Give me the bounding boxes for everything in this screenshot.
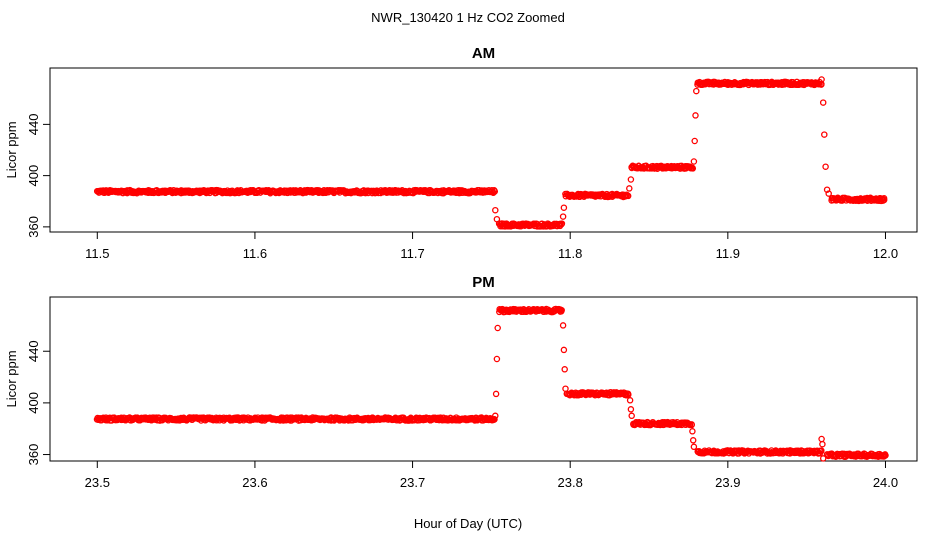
data-point	[819, 455, 827, 462]
data-point	[491, 416, 498, 423]
data-point	[821, 131, 828, 138]
y-axis-label: Licor ppm	[4, 121, 19, 178]
data-point	[539, 222, 547, 230]
x-tick-label: 12.0	[873, 246, 898, 261]
data-point	[561, 366, 568, 373]
x-tick-label: 23.6	[242, 475, 267, 490]
data-point	[626, 185, 633, 192]
plot-frame	[49, 67, 918, 233]
data-point	[823, 186, 831, 193]
x-tick-label: 23.7	[400, 475, 425, 490]
x-tick-label: 23.9	[715, 475, 740, 490]
data-point	[690, 443, 698, 451]
data-point	[493, 355, 501, 363]
data-point	[492, 390, 500, 398]
data-point	[491, 188, 499, 195]
y-tick-label: 360	[26, 216, 41, 238]
chart-panels: AM Licor ppm 11.5 11.6 11.7 11.8 11.9 12.0 360 40…	[4, 45, 918, 490]
data-point	[559, 322, 567, 329]
data-point	[628, 412, 635, 420]
x-tick-label: 24.0	[873, 475, 898, 490]
data-point	[819, 440, 826, 448]
data-point	[690, 158, 698, 165]
data-point	[689, 428, 696, 435]
data-point	[692, 112, 699, 119]
data-points	[93, 76, 888, 230]
y-tick-label: 440	[26, 114, 41, 136]
y-tick-label: 400	[26, 165, 41, 187]
y-axis-label: Licor ppm	[4, 350, 19, 407]
data-point	[882, 452, 889, 459]
data-point	[691, 137, 698, 145]
data-point	[825, 190, 832, 197]
panel-pm: PM Licor ppm 23.5 23.6 23.7 23.8 23.9 24.0 360 40…	[4, 274, 918, 490]
data-point	[689, 437, 697, 444]
data-point	[559, 213, 567, 220]
data-point	[880, 195, 888, 202]
y-axis: 360 400 440	[26, 340, 51, 466]
plot-frame	[49, 296, 918, 462]
data-point	[688, 421, 695, 429]
y-axis: 360 400 440	[26, 114, 51, 238]
data-point	[493, 215, 501, 223]
data-points	[93, 305, 889, 462]
x-tick-label: 11.6	[243, 246, 267, 261]
data-point	[558, 308, 565, 315]
data-point	[560, 204, 568, 211]
data-point	[562, 385, 569, 392]
figure-title: NWR_130420 1 Hz CO2 Zoomed	[371, 10, 565, 25]
y-tick-label: 360	[26, 444, 41, 466]
data-point	[626, 397, 634, 404]
x-tick-label: 11.9	[716, 246, 740, 261]
panel-title: PM	[472, 274, 495, 291]
x-tick-label: 11.8	[558, 246, 582, 261]
y-tick-label: 440	[26, 340, 41, 362]
data-point	[627, 406, 635, 413]
x-tick-label: 11.5	[85, 246, 109, 261]
x-tick-label: 23.5	[85, 475, 110, 490]
x-axis-label: Hour of Day (UTC)	[414, 516, 522, 531]
data-point	[693, 87, 700, 95]
x-tick-label: 23.8	[558, 475, 583, 490]
data-point	[400, 189, 408, 197]
y-tick-label: 400	[26, 392, 41, 414]
data-point	[560, 346, 568, 354]
panel-title: AM	[472, 45, 495, 62]
x-tick-label: 11.7	[400, 246, 424, 261]
data-point	[819, 99, 827, 106]
data-point	[627, 176, 635, 183]
data-point	[822, 163, 829, 170]
data-point	[624, 192, 632, 200]
data-point	[558, 221, 565, 228]
data-point	[625, 391, 632, 398]
x-axis: 23.5 23.6 23.7 23.8 23.9 24.0	[85, 460, 898, 490]
data-point	[492, 206, 499, 214]
data-point	[492, 412, 499, 420]
data-point	[335, 415, 342, 423]
data-point	[817, 447, 825, 455]
data-point	[818, 76, 825, 83]
data-point	[494, 324, 501, 332]
data-point	[689, 165, 697, 172]
panel-am: AM Licor ppm 11.5 11.6 11.7 11.8 11.9 12.0 360 40…	[4, 45, 918, 261]
data-point	[818, 435, 825, 443]
x-axis: 11.5 11.6 11.7 11.8 11.9 12.0	[85, 231, 898, 261]
